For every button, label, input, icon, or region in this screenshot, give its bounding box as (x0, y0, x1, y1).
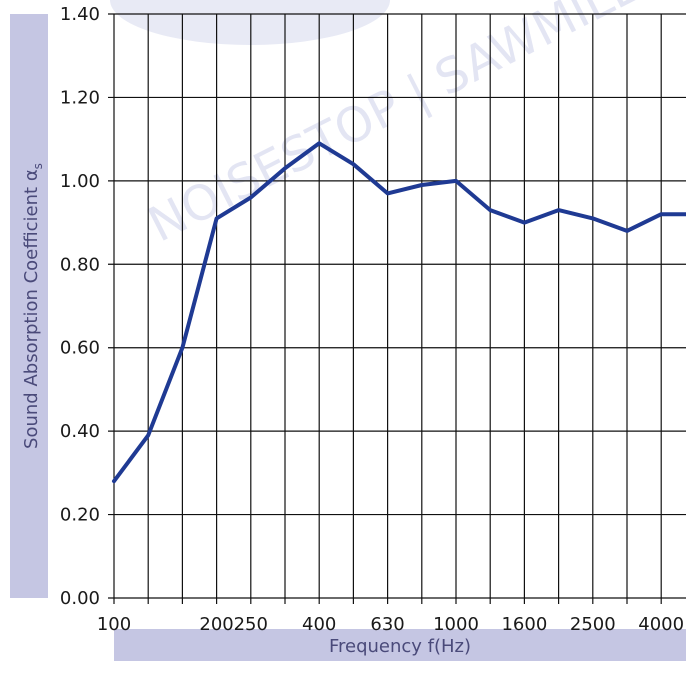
x-tick-label: 200 (199, 614, 233, 635)
x-axis-title: Frequency f(Hz) (329, 636, 471, 657)
x-tick-label: 1600 (501, 614, 547, 635)
series-line (112, 141, 686, 484)
y-tick-label: 0.60 (60, 338, 100, 359)
x-tick-label: 4000 (638, 614, 684, 635)
y-axis-title-subscript: s (31, 163, 45, 169)
y-axis-label-band (10, 14, 48, 598)
y-tick-label: 1.00 (60, 171, 100, 192)
y-axis-title: Sound Absorption Coefficient αs (21, 163, 45, 449)
y-tick-label: 0.20 (60, 505, 100, 526)
watermark-shape (110, 0, 390, 45)
y-tick-label: 1.20 (60, 87, 100, 108)
x-axis-label-band (114, 629, 686, 661)
watermark: NOISESTOP | SAWMILL (110, 0, 646, 253)
y-tick-label: 1.40 (60, 4, 100, 25)
x-tick-label: 100 (97, 614, 131, 635)
y-tick-label: 0.00 (60, 588, 100, 609)
x-tick-labels: 100 200 250 400 630 1000 1600 2500 4000 (97, 614, 684, 635)
y-axis-title-main: Sound Absorption Coefficient α (21, 169, 42, 449)
y-tick-label: 0.40 (60, 421, 100, 442)
x-tick-label: 1000 (433, 614, 479, 635)
x-tick-label: 400 (302, 614, 336, 635)
y-tick-label: 0.80 (60, 254, 100, 275)
series-group (112, 141, 686, 484)
y-tick-labels: 0.00 0.20 0.40 0.60 0.80 1.00 1.20 1.40 (60, 4, 100, 609)
grid (108, 13, 686, 604)
x-tick-label: 250 (234, 614, 268, 635)
x-tick-label: 2500 (570, 614, 616, 635)
x-tick-label: 630 (370, 614, 404, 635)
